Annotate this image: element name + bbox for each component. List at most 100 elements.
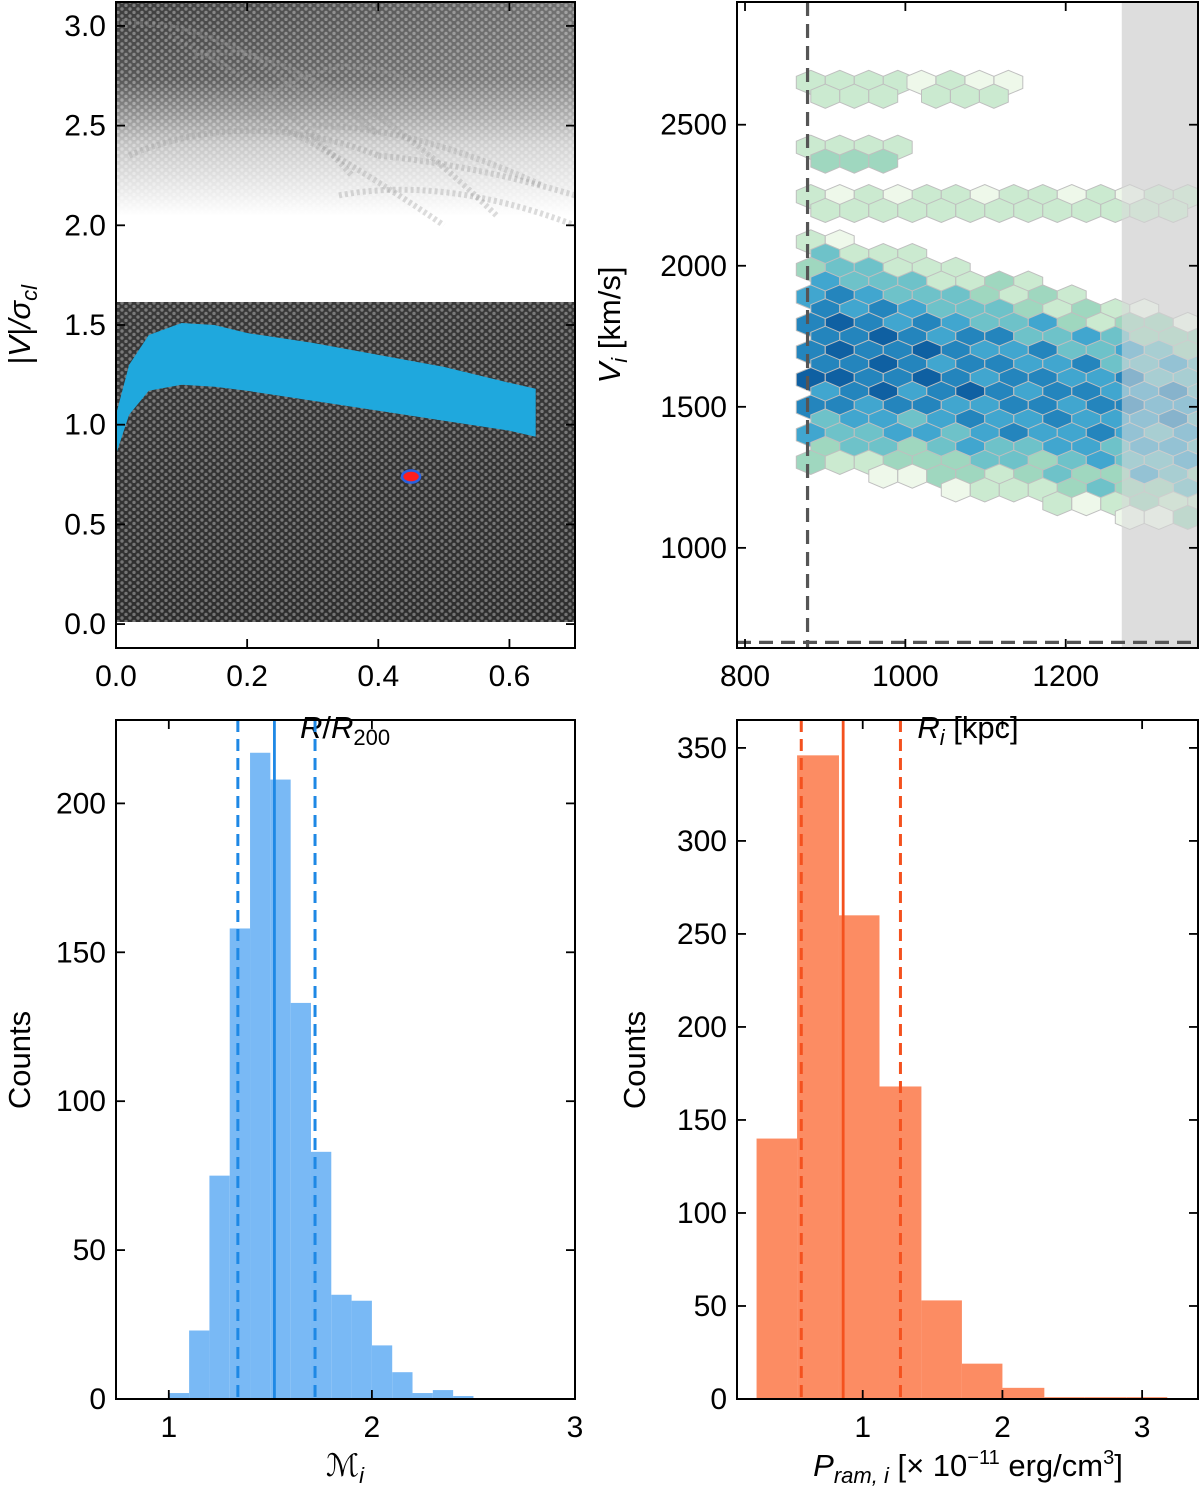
x-tick-label: 2 [994,1411,1011,1444]
histogram-bars [168,752,474,1399]
y-tick-label: 3.0 [64,10,106,43]
y-tick-label: 50 [694,1290,727,1323]
x-label-sub: ram, i [834,1463,890,1488]
y-tick-label: 0.5 [64,508,106,541]
x-label-sub: i [359,1463,365,1488]
x-label-unit: [kpc] [945,710,1019,745]
histogram-bar [797,755,839,1399]
x-tick-label: 0.0 [95,660,137,693]
y-tick-label: 2500 [660,109,727,142]
x-tick-label: 1 [160,1411,177,1444]
x-tick-label: 1200 [1032,660,1099,693]
trajectory-arc [194,49,381,138]
y-tick-label: 1.5 [64,309,106,342]
histogram-bar [961,1363,1003,1399]
y-tick-label: 50 [73,1234,106,1267]
histogram-bar [453,1396,474,1399]
x-tick-label: 3 [1134,1411,1151,1444]
hex-cell [868,148,899,174]
expected-region-band [116,323,536,455]
histogram-bar [209,1175,230,1399]
histogram-bar [412,1393,433,1399]
x-axis-label: R/R200 [300,710,390,750]
x-label-sub: i [940,725,946,750]
x-label-unit-exponent: 3 [1103,1447,1114,1469]
y-label-main: |V|/σ [2,300,37,365]
histogram-bar [250,752,271,1399]
trajectory-arc [167,33,355,178]
trajectory-arc [338,186,575,229]
histogram-bar [290,1002,311,1399]
x-tick-label: 1 [854,1411,871,1444]
x-axis-label: ℳi [326,1448,365,1488]
y-label-main: V [592,359,627,383]
y-tick-label: 150 [677,1104,727,1137]
y-tick-label: 0.0 [64,608,106,641]
excluded-region-overlay [1121,2,1198,648]
x-label-main: R [917,710,939,745]
y-tick-label: 2.0 [64,209,106,242]
x-tick-label: 3 [567,1411,584,1444]
y-tick-label: 1.0 [64,409,106,442]
panel-ram-pressure-histogram: 1 2 3 0 50 100 150 200 250 300 350 Pram, i [× 10−1… [617,719,1199,1488]
y-tick-label: 200 [56,787,106,820]
y-tick-label: 0 [710,1383,727,1416]
x-tick-label: 1000 [872,660,939,693]
x-tick-label: 0.4 [357,660,399,693]
histogram-bar [229,928,251,1399]
y-tick-label: 350 [677,732,727,765]
trajectory-arc [213,92,446,228]
x-axis-label: Ri [kpc] [917,710,1018,750]
histogram-bars [756,755,1168,1399]
y-tick-label: 150 [56,936,106,969]
histogram-bar [392,1372,413,1399]
percentile-lines [799,720,902,1399]
y-tick-label: 100 [56,1085,106,1118]
histogram-bar [189,1330,210,1399]
y-tick-label: 250 [677,918,727,951]
histogram-bar [432,1390,454,1399]
y-axis-label: Vi [km/s] [592,267,632,384]
histogram-bar [838,915,880,1399]
panel-velocity-vs-radius-hexbin: 800 1000 1200 1000 1500 2000 2500 Ri [kpc] Vi … [592,1,1199,750]
y-tick-label: 0 [89,1383,106,1416]
y-axis-label: Counts [2,1011,37,1109]
y-tick-label: 1000 [660,532,727,565]
x-label-slash: / [322,710,331,745]
panel-velocity-ratio-vs-radius: 0.0 0.2 0.4 0.60.00.51.01.52.02.53.0 R/R200… [2,1,576,750]
plot-frame [736,1,1199,649]
y-axis-label: Counts [617,1011,652,1109]
y-label-unit: [km/s] [592,267,627,358]
x-label-main: P [813,1448,834,1483]
histogram-bar [331,1294,352,1399]
trajectory-arc [127,127,380,159]
trajectory-arc [312,122,544,189]
histogram-bar [168,1393,190,1399]
y-tick-label: 1500 [660,391,727,424]
x-label-r: R [300,710,322,745]
hex-cell [868,83,899,109]
percentile-lines [236,720,317,1399]
y-tick-label: 100 [677,1197,727,1230]
plot-frame [115,719,576,1400]
y-axis-label: |V|/σcl [2,284,42,365]
x-axis-label: Pram, i [× 10−11 erg/cm3] [813,1447,1123,1488]
x-label-exponent: −11 [967,1447,999,1469]
trajectory-arc [377,152,575,199]
x-label-unit: erg/cm [1000,1448,1103,1483]
panel-mach-number-histogram: 1 2 3 0 50 100 150 200 ℳi Counts [2,719,584,1488]
x-tick-label: 0.6 [489,660,531,693]
x-label-prefix: [× 10 [889,1448,967,1483]
histogram-bar [351,1300,372,1399]
hex-cell [979,83,1009,109]
x-label-close: ] [1114,1448,1123,1483]
x-label-sub: 200 [353,725,390,750]
histogram-bar [371,1345,393,1399]
x-label-r200: R [331,710,353,745]
histogram-bar [756,1138,798,1399]
x-tick-label: 2 [364,1411,381,1444]
x-tick-label: 800 [720,660,770,693]
faint-trajectory-arcs [116,18,575,229]
y-tick-label: 300 [677,825,727,858]
y-tick-label: 200 [677,1011,727,1044]
